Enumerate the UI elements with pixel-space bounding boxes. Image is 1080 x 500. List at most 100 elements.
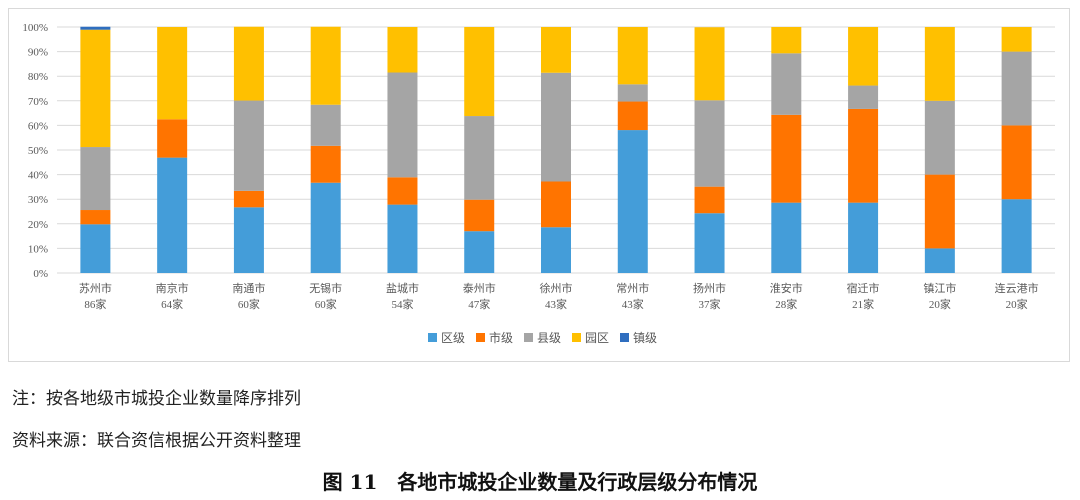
bar-segment-市级 [464,199,495,232]
bar-segment-县级 [694,100,725,187]
x-tick-label: 徐州市 [540,281,573,295]
x-tick-label: 盐城市 [386,281,419,295]
chart-frame [8,8,1070,362]
x-tick-count: 86家 [84,297,106,311]
x-tick-label: 扬州市 [693,281,726,295]
x-tick-count: 64家 [161,297,183,311]
bar-segment-园区 [617,27,648,85]
bar-segment-园区 [541,27,571,73]
x-tick-label: 连云港市 [995,281,1039,295]
bar-segment-园区 [924,27,955,101]
bar-segment-区级 [771,202,802,273]
bar-segment-园区 [310,26,341,105]
y-tick-label: 30% [28,194,48,206]
bar-segment-区级 [80,224,111,273]
x-tick-count: 20家 [929,297,951,311]
bar-segment-县级 [848,85,879,109]
bar-segment-市级 [157,119,188,158]
x-tick-count: 43家 [622,297,644,311]
note-sort-order: 注：按各地级市城投企业数量降序排列 [12,389,301,409]
x-tick-label: 南通市 [232,281,265,295]
bar-segment-市级 [310,145,341,183]
legend-swatch [572,333,581,342]
bar-segment-园区 [387,27,418,73]
x-tick-label: 苏州市 [79,281,112,295]
bar-segment-园区 [233,26,264,101]
bar-segment-县级 [1001,51,1032,126]
bar-segment-县级 [771,53,802,115]
bar-segment-县级 [80,147,111,211]
y-tick-label: 80% [28,71,48,83]
bar-segment-市级 [541,181,571,228]
x-tick-count: 20家 [1006,297,1028,311]
legend-label: 市级 [489,330,513,345]
legend-swatch [524,333,533,342]
bar-segment-区级 [924,248,955,273]
legend-label: 区级 [441,331,465,345]
bar-segment-园区 [771,27,802,54]
bar-segment-市级 [617,101,648,131]
bar-segment-区级 [694,213,725,273]
bar-segment-园区 [157,27,188,120]
bar-segment-市级 [771,114,802,203]
bar-segment-市级 [924,174,955,249]
x-tick-label: 淮安市 [770,281,803,295]
x-tick-label: 宿迁市 [847,281,880,295]
bar-segment-县级 [310,104,341,146]
bar-segment-园区 [848,27,879,86]
x-tick-count: 60家 [238,297,260,311]
x-tick-count: 54家 [391,297,413,311]
bar-segment-县级 [924,100,955,175]
bar-segment-区级 [310,182,341,273]
y-tick-label: 70% [28,96,48,108]
bar-segment-市级 [233,190,264,208]
bar-segment-县级 [387,72,418,178]
legend-label: 镇级 [633,331,657,345]
bar-segment-县级 [464,116,495,200]
bar-segment-市级 [848,108,879,203]
y-tick-label: 10% [28,243,48,255]
x-tick-label: 泰州市 [463,281,496,295]
x-tick-count: 21家 [852,297,874,311]
figure-caption: 图 11 各地市城投企业数量及行政层级分布情况 [322,470,758,494]
x-tick-count: 37家 [699,297,721,311]
bar-segment-园区 [464,27,495,117]
y-tick-label: 100% [22,22,48,34]
bar-segment-区级 [387,204,418,273]
bar-segment-园区 [1001,27,1032,52]
y-tick-label: 50% [28,145,48,157]
bar-segment-县级 [541,72,571,182]
bar-segment-市级 [80,210,111,225]
bar-segment-市级 [1001,125,1032,200]
legend-label: 园区 [585,331,609,345]
x-tick-label: 无锡市 [309,281,342,295]
bar-segment-区级 [157,157,188,273]
bar-segment-县级 [617,84,648,102]
legend-swatch [428,333,437,342]
bar-segment-区级 [1001,199,1032,273]
y-tick-label: 0% [33,268,48,280]
bar-segment-园区 [694,27,725,101]
x-tick-count: 47家 [468,297,490,311]
legend-label: 县级 [537,331,561,345]
x-tick-count: 28家 [775,297,797,311]
bar-segment-镇级 [80,26,111,30]
x-tick-count: 60家 [315,297,337,311]
y-tick-label: 60% [28,120,48,132]
bar-segment-县级 [233,100,264,191]
bar-segment-区级 [848,202,879,273]
legend-swatch [476,333,485,342]
bar-segment-市级 [387,177,418,205]
x-tick-label: 南京市 [156,281,189,295]
y-tick-label: 20% [28,219,48,231]
bar-segment-区级 [233,207,264,273]
note-source: 资料来源：联合资信根据公开资料整理 [12,431,301,451]
legend-swatch [620,333,629,342]
bar-segment-区级 [541,227,571,273]
x-tick-count: 43家 [545,297,567,311]
x-tick-label: 常州市 [616,281,649,295]
y-tick-label: 40% [28,170,48,182]
y-tick-label: 90% [28,47,48,59]
bar-segment-区级 [617,130,648,273]
x-tick-label: 镇江市 [923,281,956,295]
